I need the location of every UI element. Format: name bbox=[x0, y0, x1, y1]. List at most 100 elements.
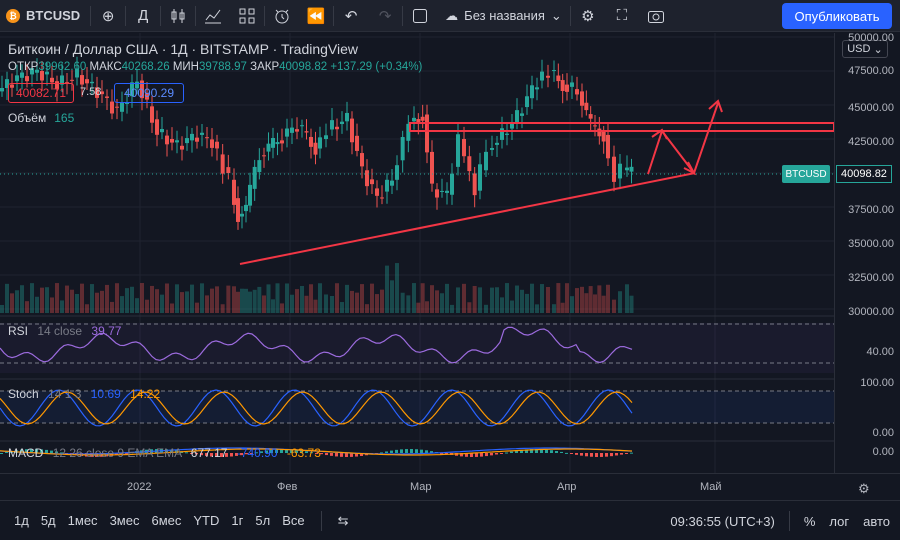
range-all[interactable]: Все bbox=[282, 513, 305, 528]
replay-button[interactable]: ⏪ bbox=[299, 0, 333, 32]
candle bbox=[380, 197, 384, 199]
volume-bar bbox=[130, 286, 134, 313]
candle bbox=[629, 166, 634, 172]
candle bbox=[75, 68, 79, 78]
macd-histogram bbox=[55, 451, 58, 453]
volume-bar bbox=[416, 302, 421, 313]
range-3m[interactable]: 3мес bbox=[109, 513, 140, 528]
candle bbox=[370, 179, 374, 185]
time-axis[interactable]: 2022 Фев Мар Апр Май ⚙ bbox=[0, 473, 900, 499]
volume-bar bbox=[395, 263, 399, 313]
chart-type-button[interactable] bbox=[161, 0, 195, 32]
stoch-legend: Stoch 14 1 3 10.69 14.22 bbox=[8, 387, 161, 401]
macd-histogram bbox=[355, 453, 358, 457]
volume-bar bbox=[40, 287, 44, 313]
clock-time[interactable]: 09:36:55 (UTC+3) bbox=[670, 513, 775, 529]
candle bbox=[597, 128, 602, 137]
price-label: 37500.00 bbox=[848, 204, 894, 216]
candle bbox=[570, 82, 574, 87]
arrow-head-icon bbox=[708, 99, 723, 113]
date-range-button[interactable]: ⇆ bbox=[332, 513, 355, 529]
range-5d[interactable]: 5д bbox=[40, 513, 56, 528]
candle bbox=[500, 128, 504, 140]
candle bbox=[313, 142, 318, 155]
volume-bar bbox=[570, 296, 574, 313]
volume-bar bbox=[412, 283, 416, 313]
fullscreen-button[interactable]: ⛶ bbox=[605, 0, 639, 32]
compare-button[interactable]: ⊕ bbox=[91, 0, 125, 32]
symbol-search[interactable]: ₿ BTCUSD bbox=[0, 0, 90, 32]
price-scale[interactable] bbox=[834, 33, 900, 473]
volume-bar bbox=[606, 284, 610, 313]
volume-bar bbox=[45, 287, 49, 313]
auto-toggle[interactable]: авто bbox=[863, 513, 890, 529]
macd-histogram bbox=[560, 451, 563, 453]
publish-button[interactable]: Опубликовать bbox=[782, 3, 892, 29]
candle bbox=[266, 143, 271, 152]
macd-histogram bbox=[35, 449, 38, 453]
macd-histogram bbox=[625, 453, 628, 454]
volume-bar bbox=[285, 283, 289, 313]
alert-button[interactable] bbox=[265, 0, 299, 32]
symbol-title: Биткоин / Доллар США · 1Д · BITSTAMP · T… bbox=[8, 41, 358, 57]
candle bbox=[285, 128, 289, 137]
macd-histogram bbox=[420, 449, 423, 453]
candle bbox=[20, 72, 24, 78]
macd-histogram bbox=[315, 453, 318, 454]
percent-toggle[interactable]: % bbox=[803, 513, 816, 529]
macd-histogram bbox=[240, 453, 243, 456]
candle bbox=[95, 87, 99, 98]
currency-dropdown[interactable]: USD ⌄ bbox=[842, 40, 888, 58]
templates-button[interactable] bbox=[230, 0, 264, 32]
candle bbox=[220, 154, 225, 174]
candle bbox=[445, 190, 449, 193]
range-1m[interactable]: 1мес bbox=[67, 513, 98, 528]
undo-button[interactable]: ↶ bbox=[334, 0, 368, 32]
macd-histogram bbox=[525, 449, 528, 453]
macd-histogram bbox=[620, 453, 623, 455]
candle bbox=[185, 138, 189, 144]
fullscreen-box-icon bbox=[413, 8, 428, 23]
volume-bar bbox=[252, 289, 257, 313]
ohlc-legend: ОТКР39962.60 МАКС40268.26 МИН39788.97 ЗА… bbox=[8, 61, 423, 73]
macd-histogram bbox=[430, 451, 433, 453]
layout-toggle-button[interactable] bbox=[403, 0, 437, 32]
interval-button[interactable]: Д bbox=[138, 7, 149, 24]
settings-button[interactable]: ⚙ bbox=[571, 0, 605, 32]
volume-bar bbox=[105, 284, 109, 313]
candle bbox=[180, 145, 184, 150]
candle bbox=[385, 179, 389, 192]
volume-bar bbox=[597, 285, 602, 313]
time-label: Апр bbox=[557, 481, 577, 493]
snapshot-button[interactable] bbox=[639, 0, 673, 32]
macd-histogram bbox=[260, 451, 263, 453]
macd-histogram bbox=[325, 453, 328, 456]
range-5y[interactable]: 5л bbox=[255, 513, 271, 528]
volume-bar bbox=[440, 293, 444, 313]
candle bbox=[140, 80, 144, 99]
volume-bar bbox=[552, 304, 556, 313]
indicators-button[interactable] bbox=[196, 0, 230, 32]
volume-bar bbox=[370, 283, 374, 313]
chart-canvas[interactable] bbox=[0, 33, 834, 473]
macd-histogram bbox=[510, 451, 513, 453]
candle bbox=[125, 102, 129, 104]
buy-price-button[interactable]: 40090.29 bbox=[114, 83, 184, 103]
macd-histogram bbox=[505, 452, 508, 454]
range-1d[interactable]: 1д bbox=[14, 513, 29, 528]
log-toggle[interactable]: лог bbox=[829, 513, 850, 529]
axis-settings-icon[interactable]: ⚙ bbox=[858, 481, 870, 496]
rsi-scale-label: 40.00 bbox=[866, 346, 894, 358]
symbol-price-tag: BTCUSD bbox=[782, 165, 830, 183]
alert-icon bbox=[275, 9, 289, 23]
redo-button[interactable]: ↷ bbox=[368, 0, 402, 32]
macd-histogram bbox=[385, 451, 388, 453]
layout-name-dropdown[interactable]: ☁ Без названия ⌄ bbox=[437, 0, 570, 32]
sell-price-button[interactable]: 40082.71 bbox=[8, 83, 74, 103]
range-1y[interactable]: 1г bbox=[231, 513, 244, 528]
candle bbox=[150, 106, 154, 123]
macd-histogram bbox=[490, 453, 493, 456]
range-ytd[interactable]: YTD bbox=[193, 513, 220, 528]
candle bbox=[240, 213, 244, 217]
range-6m[interactable]: 6мес bbox=[151, 513, 182, 528]
